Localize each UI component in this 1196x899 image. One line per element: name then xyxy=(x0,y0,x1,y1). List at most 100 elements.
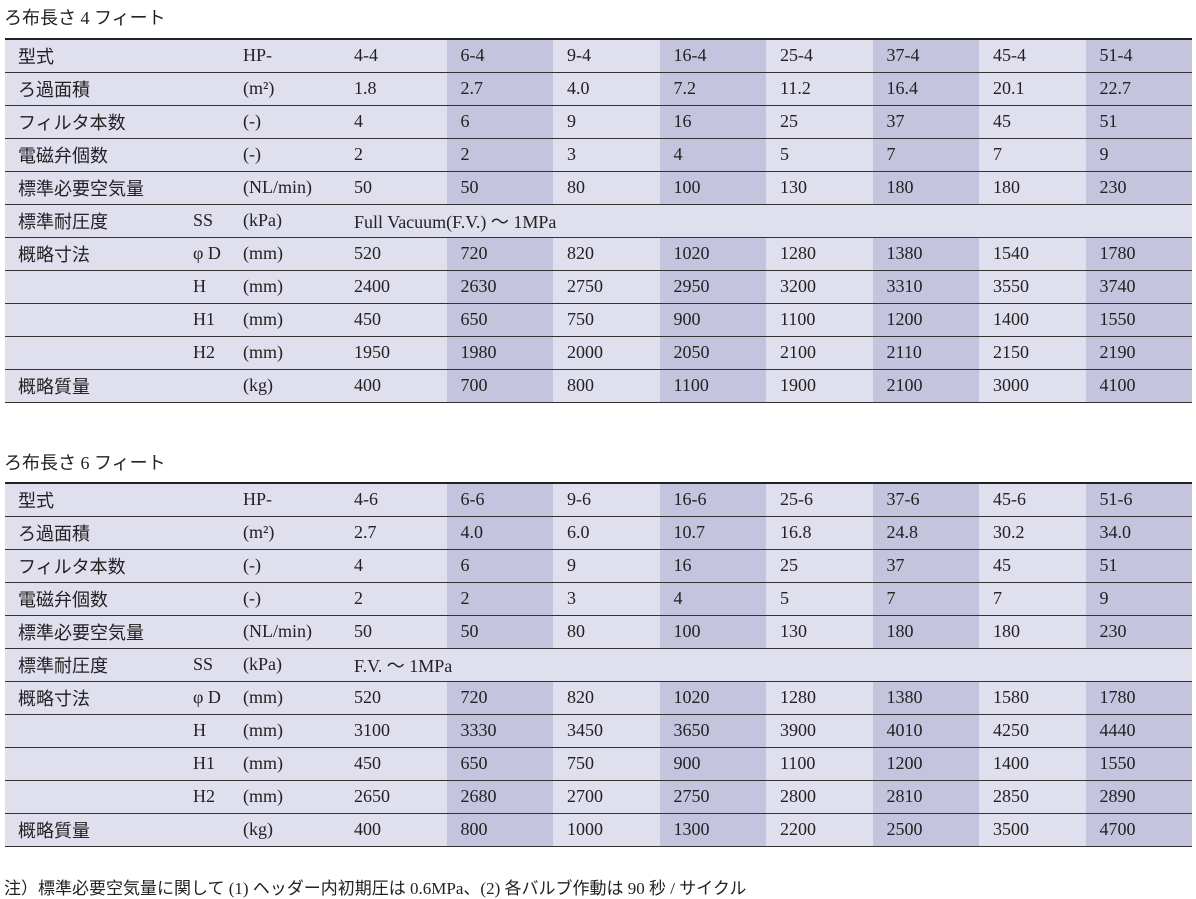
row-unit: (m²) xyxy=(240,72,340,105)
row-unit: (kg) xyxy=(240,813,340,846)
cell-value: 3900 xyxy=(766,714,873,747)
spec-table: 型式 HP- 4-4 6-4 9-4 16-4 25-4 37-4 45-4 51-4 ろ過面積 (m… xyxy=(5,38,1192,403)
table-row: フィルタ本数 (-) 4 6 9 16 25 37 45 51 xyxy=(5,105,1192,138)
cell-value: 2150 xyxy=(979,336,1086,369)
cell-value: 3330 xyxy=(446,714,553,747)
row-sublabel xyxy=(185,138,240,171)
cell-value: 51 xyxy=(1085,105,1192,138)
cell-value: 2700 xyxy=(553,780,660,813)
cell-value: 2500 xyxy=(872,813,979,846)
cell-value: 520 xyxy=(340,681,447,714)
cell-value: 37 xyxy=(872,105,979,138)
cell-value: 50 xyxy=(340,615,447,648)
cell-value: 4 xyxy=(659,138,766,171)
row-unit: (NL/min) xyxy=(240,615,340,648)
cell-value: 45 xyxy=(979,105,1086,138)
cell-value: 2630 xyxy=(446,270,553,303)
cell-value: 25-4 xyxy=(766,39,873,72)
cell-value: 80 xyxy=(553,171,660,204)
row-label xyxy=(5,780,185,813)
cell-value: 50 xyxy=(446,171,553,204)
row-unit: HP- xyxy=(240,483,340,516)
cell-value: 7.2 xyxy=(659,72,766,105)
cell-value: 180 xyxy=(979,171,1086,204)
cell-value: 700 xyxy=(446,369,553,402)
row-unit: HP- xyxy=(240,39,340,72)
cell-value: 520 xyxy=(340,237,447,270)
cell-value: 2750 xyxy=(553,270,660,303)
cell-value: 20.1 xyxy=(979,72,1086,105)
row-label xyxy=(5,303,185,336)
cell-value: 1580 xyxy=(979,681,1086,714)
cell-value: 1380 xyxy=(872,681,979,714)
cell-value: 10.7 xyxy=(659,516,766,549)
cell-value: 750 xyxy=(553,303,660,336)
cell-value: 130 xyxy=(766,615,873,648)
cell-value: 2750 xyxy=(659,780,766,813)
cell-value: 16.4 xyxy=(872,72,979,105)
cell-value: 51-6 xyxy=(1085,483,1192,516)
row-sublabel: H xyxy=(185,714,240,747)
cell-value: 1.8 xyxy=(340,72,447,105)
cell-value: 37 xyxy=(872,549,979,582)
row-label: 概略質量 xyxy=(5,813,185,846)
cell-value: 180 xyxy=(979,615,1086,648)
cell-value: 2400 xyxy=(340,270,447,303)
cell-value: 800 xyxy=(446,813,553,846)
cell-value: 9-6 xyxy=(553,483,660,516)
table-row: 概略寸法 φ D (mm) 520 720 820 1020 1280 1380 1580 1780 xyxy=(5,681,1192,714)
cell-value: 25 xyxy=(766,105,873,138)
cell-value: 1100 xyxy=(766,747,873,780)
cell-value: 2950 xyxy=(659,270,766,303)
row-label: 型式 xyxy=(5,483,185,516)
cell-value: 1100 xyxy=(659,369,766,402)
cell-value: 5 xyxy=(766,582,873,615)
cell-value: 1000 xyxy=(553,813,660,846)
cell-value: 6.0 xyxy=(553,516,660,549)
table-row: 電磁弁個数 (-) 2 2 3 4 5 7 7 9 xyxy=(5,582,1192,615)
cell-value: 2890 xyxy=(1085,780,1192,813)
cell-value: 820 xyxy=(553,237,660,270)
table-row: 電磁弁個数 (-) 2 2 3 4 5 7 7 9 xyxy=(5,138,1192,171)
cell-value: 1280 xyxy=(766,237,873,270)
table-row: 標準耐圧度 SS (kPa) Full Vacuum(F.V.) 〜 1MPa xyxy=(5,204,1192,237)
table-title: ろ布長さ 6 フィート xyxy=(4,453,166,473)
cell-value: 2.7 xyxy=(446,72,553,105)
row-label xyxy=(5,336,185,369)
cell-value: 720 xyxy=(446,681,553,714)
row-label xyxy=(5,714,185,747)
cell-value: 1950 xyxy=(340,336,447,369)
cell-value: 2.7 xyxy=(340,516,447,549)
cell-value: 37-4 xyxy=(872,39,979,72)
row-label: 標準耐圧度 xyxy=(5,648,185,681)
cell-value: 51 xyxy=(1085,549,1192,582)
cell-value: 2100 xyxy=(872,369,979,402)
cell-value: 4 xyxy=(659,582,766,615)
cell-value: 3200 xyxy=(766,270,873,303)
row-unit: (NL/min) xyxy=(240,171,340,204)
cell-value: 9-4 xyxy=(553,39,660,72)
cell-value: 100 xyxy=(659,615,766,648)
table-row: H1 (mm) 450 650 750 900 1100 1200 1400 1550 xyxy=(5,747,1192,780)
row-unit: (kg) xyxy=(240,369,340,402)
row-unit: (mm) xyxy=(240,747,340,780)
cell-value: 2650 xyxy=(340,780,447,813)
row-label: 概略質量 xyxy=(5,369,185,402)
row-sublabel xyxy=(185,105,240,138)
cell-value: 1400 xyxy=(979,303,1086,336)
cell-value: 1200 xyxy=(872,303,979,336)
cell-value: 1300 xyxy=(659,813,766,846)
row-unit: (mm) xyxy=(240,714,340,747)
row-sublabel: H1 xyxy=(185,747,240,780)
row-sublabel: SS xyxy=(185,204,240,237)
cell-value: 6 xyxy=(446,549,553,582)
row-label: 概略寸法 xyxy=(5,237,185,270)
cell-value: 9 xyxy=(553,549,660,582)
cell-value: 9 xyxy=(553,105,660,138)
row-sublabel xyxy=(185,582,240,615)
table-row: H2 (mm) 2650 2680 2700 2750 2800 2810 2850 2890 xyxy=(5,780,1192,813)
cell-value: 7 xyxy=(979,582,1086,615)
footnote: 注）標準必要空気量に関して (1) ヘッダー内初期圧は 0.6MPa、(2) 各… xyxy=(4,879,747,898)
cell-value: 5 xyxy=(766,138,873,171)
